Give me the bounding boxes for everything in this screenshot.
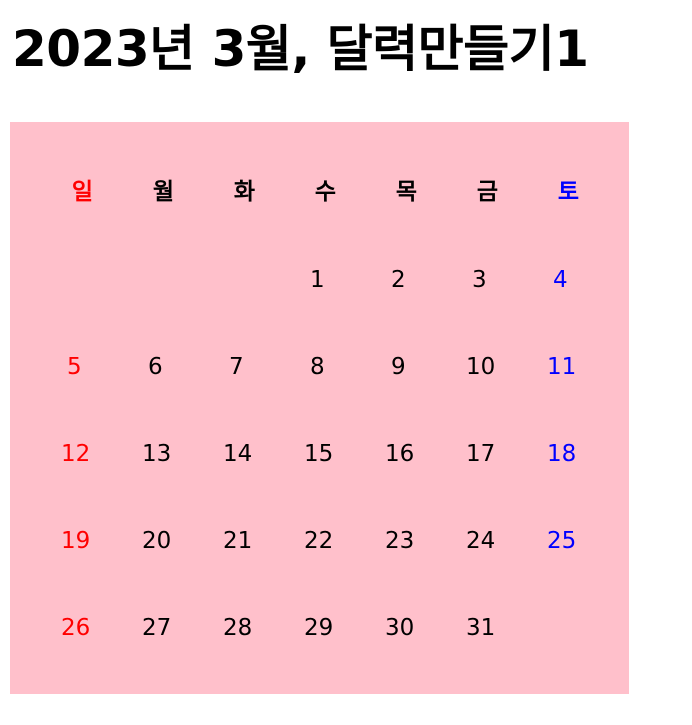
day-cell[interactable]: 19 bbox=[61, 528, 91, 554]
day-cell[interactable]: 17 bbox=[466, 441, 496, 467]
day-cell[interactable]: 6 bbox=[148, 354, 163, 380]
day-cell[interactable]: 26 bbox=[61, 615, 91, 641]
day-cell[interactable]: 31 bbox=[466, 615, 496, 641]
day-cell[interactable]: 16 bbox=[385, 441, 415, 467]
day-cell[interactable]: 8 bbox=[310, 354, 325, 380]
day-cell[interactable]: 28 bbox=[223, 615, 253, 641]
day-cell[interactable]: 11 bbox=[547, 354, 577, 380]
day-cell[interactable]: 13 bbox=[142, 441, 172, 467]
day-cell[interactable]: 4 bbox=[553, 267, 568, 293]
day-cell[interactable]: 1 bbox=[310, 267, 325, 293]
page-title: 2023년 3월, 달력만들기1 bbox=[12, 20, 589, 78]
day-cell[interactable]: 15 bbox=[304, 441, 334, 467]
day-cell[interactable]: 22 bbox=[304, 528, 334, 554]
day-cell[interactable]: 24 bbox=[466, 528, 496, 554]
day-cell[interactable]: 18 bbox=[547, 441, 577, 467]
day-cell[interactable]: 25 bbox=[547, 528, 577, 554]
day-cell[interactable]: 29 bbox=[304, 615, 334, 641]
weekday-header: 목 bbox=[395, 179, 418, 205]
calendar: 일 월 화 수 목 금 토 1 2 3 4 5 6 7 8 9 10 11 12 13 14 15 16 17 18 19 20 21… bbox=[10, 122, 629, 694]
day-cell[interactable]: 30 bbox=[385, 615, 415, 641]
day-cell[interactable]: 5 bbox=[67, 354, 82, 380]
day-cell[interactable]: 14 bbox=[223, 441, 253, 467]
weekday-header: 금 bbox=[476, 179, 499, 205]
day-cell[interactable]: 23 bbox=[385, 528, 415, 554]
day-cell[interactable]: 20 bbox=[142, 528, 172, 554]
weekday-header: 화 bbox=[233, 179, 256, 205]
day-cell[interactable]: 7 bbox=[229, 354, 244, 380]
day-cell[interactable]: 21 bbox=[223, 528, 253, 554]
day-cell[interactable]: 9 bbox=[391, 354, 406, 380]
day-cell[interactable]: 3 bbox=[472, 267, 487, 293]
weekday-header: 수 bbox=[314, 179, 337, 205]
day-cell[interactable]: 10 bbox=[466, 354, 496, 380]
day-cell[interactable]: 12 bbox=[61, 441, 91, 467]
day-cell[interactable]: 27 bbox=[142, 615, 172, 641]
weekday-header: 일 bbox=[71, 179, 94, 205]
weekday-header: 토 bbox=[557, 179, 580, 205]
day-cell[interactable]: 2 bbox=[391, 267, 406, 293]
weekday-header: 월 bbox=[152, 179, 175, 205]
